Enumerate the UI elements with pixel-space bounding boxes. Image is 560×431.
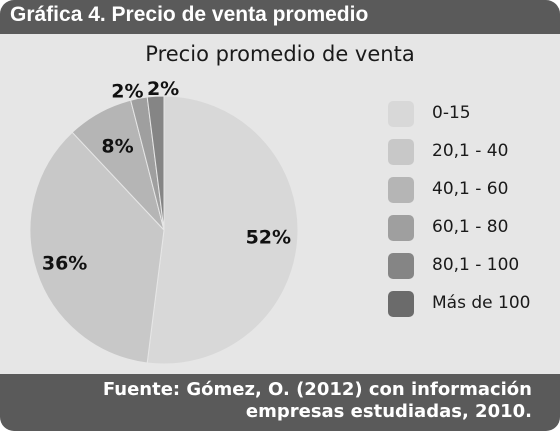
legend-label: 0-15 <box>432 103 471 123</box>
slice-label-3: 8% <box>101 135 133 157</box>
pie-slice-1 <box>146 95 299 365</box>
footer-bar: Fuente: Gómez, O. (2012) con información… <box>0 374 560 431</box>
chart-title: Precio promedio de venta <box>145 42 415 66</box>
legend-label: 40,1 - 60 <box>432 179 509 199</box>
figure-title: Gráfica 4. Precio de venta promedio <box>10 3 369 26</box>
legend-swatch <box>388 215 414 241</box>
header-bar: Gráfica 4. Precio de venta promedio <box>0 0 560 34</box>
legend-swatch <box>388 291 414 317</box>
source-note: Fuente: Gómez, O. (2012) con información… <box>12 379 532 423</box>
slice-label-4: 2% <box>111 80 143 102</box>
slice-label-2: 36% <box>42 252 87 274</box>
legend-label: 60,1 - 80 <box>432 217 509 237</box>
legend-swatch <box>388 101 414 127</box>
legend-label: 20,1 - 40 <box>432 141 509 161</box>
legend-swatch <box>388 177 414 203</box>
slice-label-1: 52% <box>246 227 291 249</box>
legend-swatch <box>388 139 414 165</box>
slice-label-5: 2% <box>147 78 179 100</box>
source-line-2: empresas estudiadas, 2010. <box>245 401 532 422</box>
pie-slice-5 <box>146 95 165 231</box>
source-line-1: Fuente: Gómez, O. (2012) con información <box>102 379 532 400</box>
pie-slice-2 <box>29 131 165 364</box>
legend-swatch <box>388 253 414 279</box>
legend-label: 80,1 - 100 <box>432 255 520 275</box>
legend-label: Más de 100 <box>432 293 531 313</box>
